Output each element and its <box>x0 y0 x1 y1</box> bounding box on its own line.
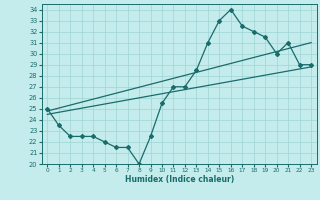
X-axis label: Humidex (Indice chaleur): Humidex (Indice chaleur) <box>124 175 234 184</box>
